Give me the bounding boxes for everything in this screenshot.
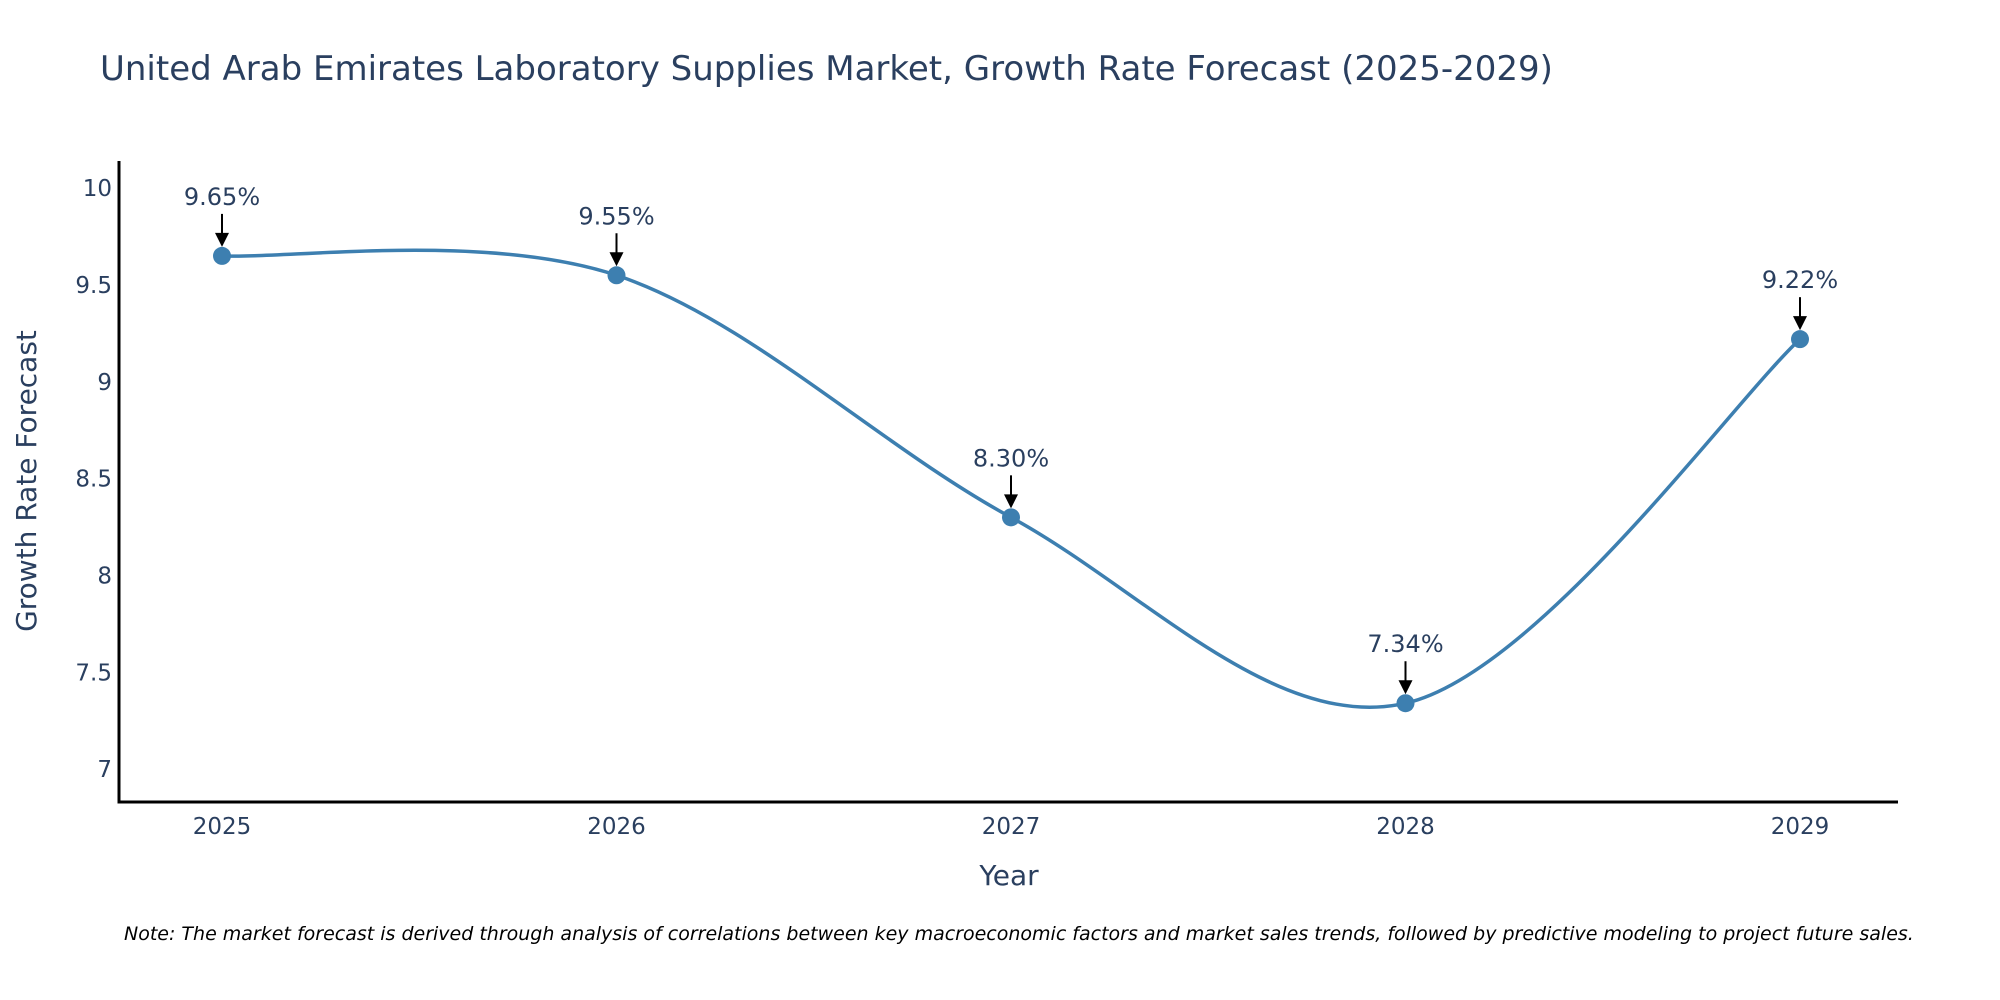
axes (117, 161, 1898, 804)
data-point-marker (1791, 330, 1809, 349)
data-label: 8.30% (973, 444, 1049, 472)
x-tick-label: 2028 (1376, 814, 1435, 840)
y-tick-label: 8.5 (75, 467, 112, 493)
y-tick-label: 10 (83, 176, 112, 202)
x-axis-title: Year (978, 859, 1039, 892)
y-axis-title: Growth Rate Forecast (10, 330, 43, 632)
x-tick-label: 2027 (982, 814, 1041, 840)
data-point-marker (1002, 508, 1020, 527)
chart-note: Note: The market forecast is derived thr… (124, 923, 1914, 945)
data-point-marker (1396, 694, 1415, 713)
data-label: 7.34% (1367, 630, 1443, 658)
x-tick-label: 2029 (1771, 814, 1830, 840)
y-tick-label: 7 (97, 757, 112, 783)
x-axis-ticks: 2025 2026 2027 2028 2029 (193, 814, 1830, 840)
y-tick-label: 7.5 (75, 660, 112, 686)
y-tick-label: 9.5 (75, 273, 112, 299)
data-annotations: 9.65% 9.55% 8.30% 7.34% 9.22% (184, 183, 1838, 695)
y-tick-label: 8 (97, 563, 112, 589)
annotation-arrow-head (215, 232, 229, 247)
y-tick-label: 9 (97, 370, 112, 396)
y-axis-ticks: 7 7.5 8 8.5 9 9.5 10 (75, 176, 112, 783)
x-tick-label: 2025 (193, 814, 252, 840)
chart-title: United Arab Emirates Laboratory Supplies… (100, 49, 1553, 89)
annotation-arrow-head (609, 252, 624, 267)
data-point-marker (607, 266, 626, 285)
data-label: 9.22% (1762, 266, 1838, 294)
data-markers (213, 246, 1809, 713)
annotation-arrow-head (1398, 680, 1413, 695)
data-point-marker (213, 246, 231, 265)
annotation-arrow-head (1004, 494, 1018, 509)
data-label: 9.55% (578, 202, 654, 230)
x-tick-label: 2026 (587, 814, 646, 840)
data-label: 9.65% (184, 183, 260, 211)
series-line (221, 248, 1802, 709)
annotation-arrow-head (1793, 316, 1807, 331)
